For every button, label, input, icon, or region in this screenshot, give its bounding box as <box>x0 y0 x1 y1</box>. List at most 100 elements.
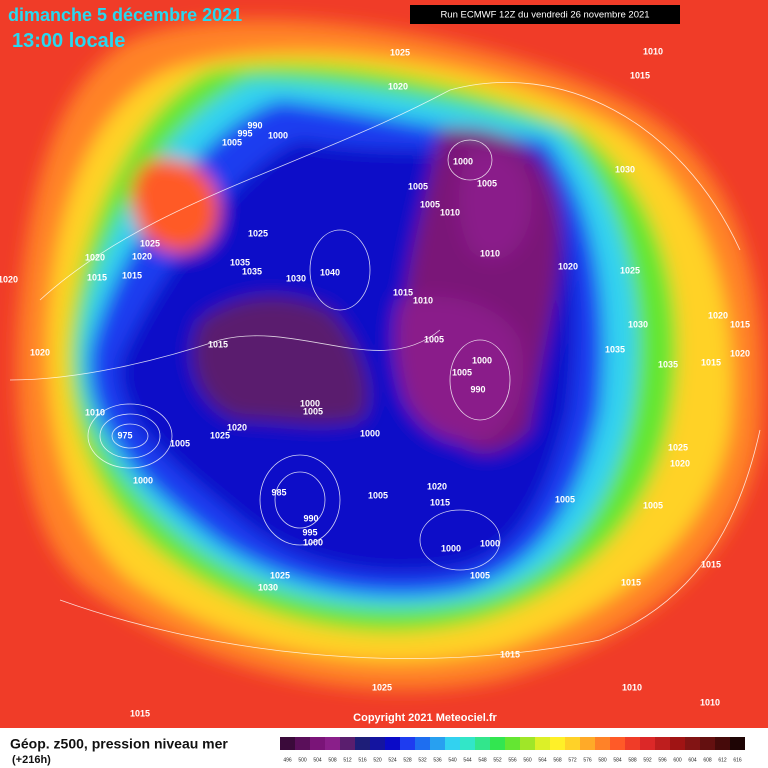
isobar-label: 1040 <box>320 267 340 277</box>
isobar-label: 1000 <box>472 355 492 365</box>
scale-swatch <box>565 737 580 750</box>
isobar-label: 1005 <box>452 367 472 377</box>
isobar-label: 1000 <box>480 538 500 548</box>
isobar-label: 1035 <box>242 266 262 276</box>
isobar-label: 1020 <box>427 481 447 491</box>
isobar-lines <box>9 82 761 659</box>
scale-swatch <box>475 737 490 750</box>
isobar-label: 1015 <box>701 357 721 367</box>
scale-label: 580 <box>598 757 607 763</box>
isobar-label: 990 <box>470 384 485 394</box>
isobar-label: 995 <box>302 527 317 537</box>
isobar-label: 1015 <box>87 272 107 282</box>
isobar-label: 1025 <box>140 238 160 248</box>
isobar-label: 1015 <box>701 559 721 569</box>
scale-swatch <box>415 737 430 750</box>
isobar-label: 1005 <box>555 494 575 504</box>
scale-label: 528 <box>403 757 412 763</box>
isobar-label: 1020 <box>227 422 247 432</box>
scale-label: 596 <box>658 757 667 763</box>
isobar-label: 1035 <box>230 257 250 267</box>
scale-label: 568 <box>553 757 562 763</box>
isobar-label: 1015 <box>500 649 520 659</box>
isobar-label: 1020 <box>30 347 50 357</box>
isobar-label: 1035 <box>658 359 678 369</box>
isobar-label: 1025 <box>248 228 268 238</box>
isobar-label: 1025 <box>372 682 392 692</box>
isobar-label: 1025 <box>270 570 290 580</box>
run-box <box>410 5 680 24</box>
scale-label: 616 <box>733 757 742 763</box>
scale-label: 604 <box>688 757 697 763</box>
scale-swatch <box>385 737 400 750</box>
isobar-label: 1015 <box>621 577 641 587</box>
date-title: dimanche 5 décembre 2021 <box>8 5 242 25</box>
scale-swatch <box>490 737 505 750</box>
isobar-label: 1025 <box>210 430 230 440</box>
isobar-label: 1005 <box>408 181 428 191</box>
scale-swatch <box>700 737 715 750</box>
height-field <box>16 19 763 690</box>
scale-swatch <box>295 737 310 750</box>
scale-label: 600 <box>673 757 682 763</box>
isobar-label: 1020 <box>558 261 578 271</box>
scale-label: 608 <box>703 757 712 763</box>
scale-swatch <box>340 737 355 750</box>
scale-label: 576 <box>583 757 592 763</box>
scale-swatch <box>730 737 745 750</box>
scale-swatch <box>580 737 595 750</box>
scale-swatch <box>655 737 670 750</box>
scale-swatch <box>370 737 385 750</box>
scale-label: 496 <box>283 757 292 763</box>
run-info: Run ECMWF 12Z du vendredi 26 novembre 20… <box>440 10 649 21</box>
isobar-label: 1010 <box>440 207 460 217</box>
scale-label: 536 <box>433 757 442 763</box>
scale-swatch <box>610 737 625 750</box>
isobar-label: 1010 <box>85 407 105 417</box>
scale-swatch <box>640 737 655 750</box>
scale-swatch <box>310 737 325 750</box>
scale-label: 560 <box>523 757 532 763</box>
isobar-label: 1010 <box>480 248 500 258</box>
scale-swatch <box>355 737 370 750</box>
scale-label: 532 <box>418 757 427 763</box>
isobar-label: 1010 <box>622 682 642 692</box>
isobar-label: 1005 <box>470 570 490 580</box>
isobar-label: 1005 <box>420 199 440 209</box>
isobar-label: 1020 <box>85 252 105 262</box>
isobar-label: 1030 <box>258 582 278 592</box>
isobar-label: 1015 <box>630 70 650 80</box>
isobar-label: 990 <box>247 120 262 130</box>
color-scale: 496 500 504 508 512 516 520 524 528 532 536 540 544 5… <box>280 737 745 763</box>
isobar-label: 1015 <box>122 270 142 280</box>
scale-swatch <box>445 737 460 750</box>
isobar-label: 1015 <box>130 708 150 718</box>
scale-label: 592 <box>643 757 652 763</box>
isobar-label: 1030 <box>628 319 648 329</box>
isobar-label: 975 <box>117 430 132 440</box>
isobar-label: 1000 <box>360 428 380 438</box>
scale-swatch <box>430 737 445 750</box>
isobar-label: 1035 <box>605 344 625 354</box>
isobar-label: 1005 <box>424 334 444 344</box>
scale-swatch <box>280 737 295 750</box>
isobar-label: 1010 <box>643 46 663 56</box>
scale-swatch <box>625 737 640 750</box>
isobar-label: 1005 <box>643 500 663 510</box>
scale-label: 524 <box>388 757 397 763</box>
isobar-label: 985 <box>271 487 286 497</box>
scale-swatch <box>520 737 535 750</box>
scale-swatch <box>685 737 700 750</box>
scale-label: 548 <box>478 757 487 763</box>
legend-title: Géop. z500, pression niveau mer <box>10 736 228 752</box>
isobar-label: 1000 <box>133 475 153 485</box>
legend-lead: (+216h) <box>12 754 51 766</box>
isobar-label: 1030 <box>615 164 635 174</box>
scale-label: 552 <box>493 757 502 763</box>
isobar-label: 1025 <box>668 442 688 452</box>
isobar-label: 1000 <box>453 156 473 166</box>
isobar-label: 1020 <box>132 251 152 261</box>
scale-swatch <box>715 737 730 750</box>
scale-label: 612 <box>718 757 727 763</box>
